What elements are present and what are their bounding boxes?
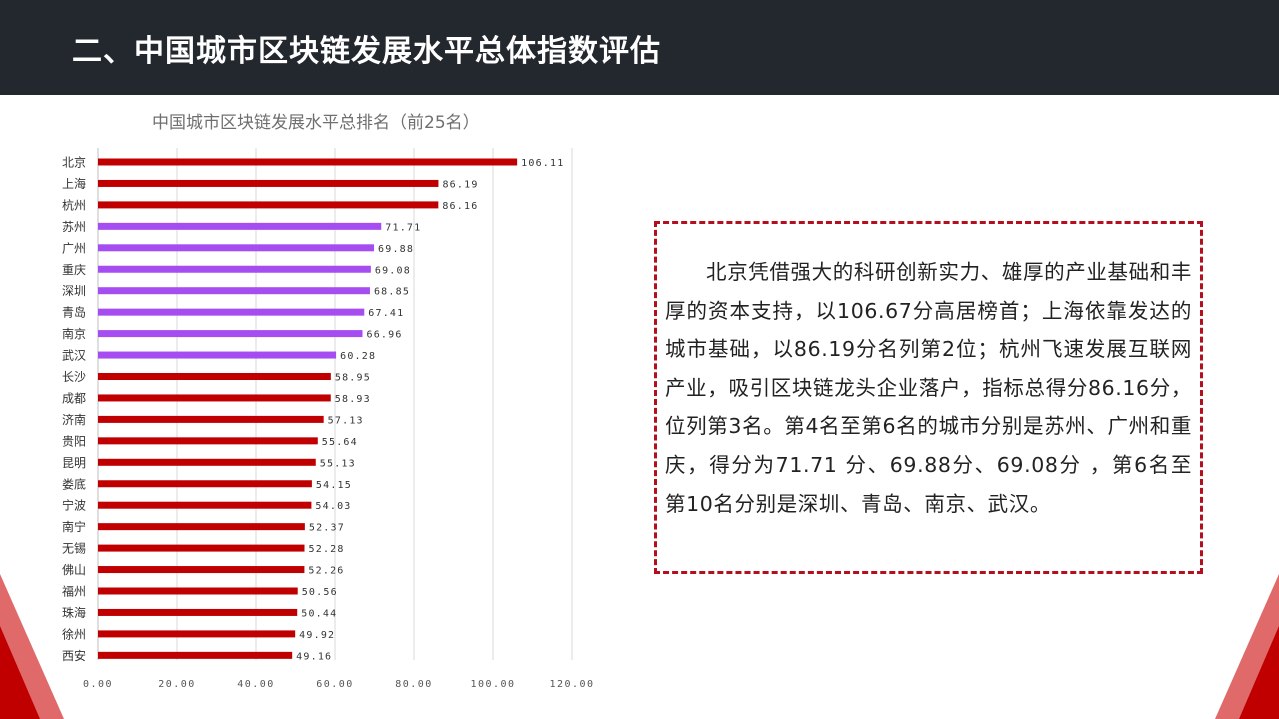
slide-header: 二、中国城市区块链发展水平总体指数评估 (0, 0, 1279, 95)
value-label: 66.96 (366, 330, 402, 341)
bar (98, 394, 331, 402)
value-label: 60.28 (340, 351, 376, 362)
value-label: 58.93 (335, 394, 371, 405)
bar (98, 437, 318, 445)
value-label: 71.71 (385, 222, 421, 233)
bar (98, 566, 305, 574)
value-label: 52.28 (309, 544, 345, 555)
summary-paragraph: 北京凭借强大的科研创新实力、雄厚的产业基础和丰厚的资本支持，以106.67分高居… (665, 260, 1192, 516)
bar (98, 480, 312, 488)
value-label: 69.08 (375, 265, 411, 276)
category-label: 武汉 (62, 349, 86, 363)
bar (98, 265, 371, 273)
bar (98, 244, 375, 252)
value-label: 54.03 (315, 501, 351, 512)
summary-text-box: 北京凭借强大的科研创新实力、雄厚的产业基础和丰厚的资本支持，以106.67分高居… (654, 221, 1203, 574)
value-label: 50.44 (301, 608, 337, 619)
bar (98, 415, 324, 423)
value-label: 55.64 (322, 437, 358, 448)
category-label: 南京 (62, 326, 86, 341)
bar (98, 351, 337, 359)
category-label: 佛山 (62, 563, 86, 577)
value-label: 68.85 (374, 287, 410, 298)
value-label: 52.37 (309, 523, 345, 534)
category-label: 济南 (62, 412, 86, 427)
x-tick-label: 20.00 (158, 679, 196, 690)
x-tick-label: 60.00 (316, 679, 354, 690)
bar (98, 373, 331, 380)
category-label: 贵阳 (62, 434, 86, 448)
bar (98, 287, 370, 295)
decorative-corner-left (0, 574, 64, 719)
value-label: 50.56 (302, 587, 338, 598)
value-label: 86.16 (442, 201, 478, 212)
category-label: 广州 (62, 241, 86, 255)
bar (98, 179, 439, 187)
bar (98, 630, 296, 638)
category-label: 南宁 (62, 519, 86, 534)
category-label: 深圳 (62, 284, 86, 298)
x-tick-label: 80.00 (395, 679, 433, 690)
bar (98, 544, 305, 552)
category-label: 上海 (62, 176, 86, 191)
value-label: 54.15 (316, 480, 352, 491)
category-label: 青岛 (62, 305, 86, 320)
bar (98, 523, 305, 531)
decorative-corner-right (1215, 574, 1279, 719)
category-label: 西安 (62, 648, 86, 663)
bar (98, 222, 382, 230)
category-label: 徐州 (62, 626, 86, 641)
chart-title: 中国城市区块链发展水平总排名（前25名） (152, 113, 480, 133)
value-label: 58.95 (335, 373, 371, 384)
bar (98, 158, 518, 166)
value-label: 69.88 (378, 244, 414, 255)
x-tick-label: 100.00 (470, 679, 515, 690)
bar (98, 651, 293, 659)
category-label: 福州 (62, 584, 86, 599)
bar (98, 201, 439, 209)
bar (98, 330, 363, 338)
x-tick-label: 40.00 (237, 679, 275, 690)
bar (98, 458, 316, 466)
category-label: 昆明 (62, 456, 86, 470)
value-label: 52.26 (308, 566, 344, 577)
value-label: 67.41 (368, 308, 404, 319)
bar (98, 608, 298, 616)
value-label: 86.19 (442, 179, 478, 190)
x-tick-label: 120.00 (549, 679, 594, 690)
category-label: 珠海 (62, 605, 86, 620)
slide-title: 二、中国城市区块链发展水平总体指数评估 (72, 34, 661, 69)
category-label: 娄底 (62, 476, 86, 491)
bar (98, 587, 298, 595)
value-label: 106.11 (521, 158, 564, 169)
category-label: 北京 (62, 156, 86, 170)
value-label: 55.13 (320, 458, 356, 469)
ranking-bar-chart: 0.00 20.00 40.00 60.00 80.00 100.00 120.00 北京 10… (62, 148, 594, 690)
category-label: 宁波 (62, 498, 86, 513)
value-label: 57.13 (328, 415, 364, 426)
category-label: 苏州 (62, 220, 86, 234)
category-label: 成都 (62, 391, 86, 405)
bar (98, 308, 365, 316)
bar (98, 501, 312, 509)
x-tick-label: 0.00 (83, 679, 113, 690)
category-label: 长沙 (62, 370, 86, 384)
category-label: 杭州 (62, 197, 86, 212)
category-label: 无锡 (62, 541, 86, 556)
value-label: 49.92 (299, 630, 335, 641)
value-label: 49.16 (296, 651, 332, 662)
category-label: 重庆 (62, 263, 86, 277)
